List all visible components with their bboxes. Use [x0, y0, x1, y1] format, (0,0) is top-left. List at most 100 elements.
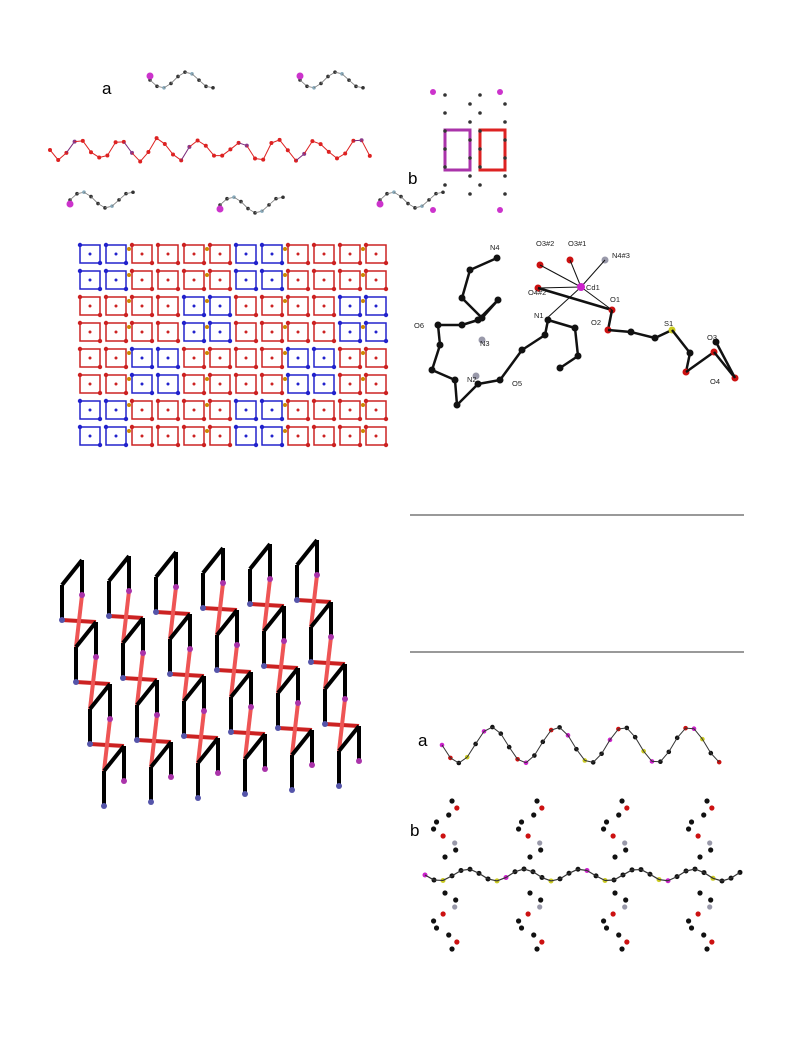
- cage: [79, 426, 101, 446]
- atom: [357, 442, 363, 448]
- atom: [253, 416, 259, 422]
- atom: [515, 918, 522, 924]
- atom: [216, 205, 224, 213]
- atom: [383, 312, 389, 318]
- bond: [135, 678, 159, 707]
- atom: [363, 320, 369, 326]
- atom: [497, 89, 503, 95]
- atom: [166, 434, 170, 438]
- atom: [77, 320, 83, 326]
- cage: [131, 296, 153, 316]
- atom: [233, 372, 239, 378]
- panel-label: a: [102, 79, 112, 98]
- atom: [296, 304, 300, 308]
- atom: [149, 364, 155, 370]
- atom: [127, 299, 131, 303]
- bond: [361, 140, 371, 157]
- atom: [468, 138, 472, 142]
- atom: [453, 847, 459, 853]
- atom: [305, 312, 311, 318]
- cage: [131, 374, 153, 394]
- atom: [600, 918, 607, 924]
- bond: [149, 740, 173, 769]
- atom: [337, 242, 343, 248]
- atom: [155, 242, 161, 248]
- bond: [431, 368, 456, 382]
- bond: [102, 744, 126, 773]
- bond: [337, 724, 361, 753]
- cage: [261, 348, 283, 368]
- atom: [97, 260, 103, 266]
- bond: [508, 746, 519, 760]
- atom: [140, 408, 144, 412]
- atom: [357, 312, 363, 318]
- atom: [493, 254, 501, 262]
- cage: [105, 296, 127, 316]
- bond: [458, 756, 468, 764]
- atom: [610, 833, 616, 839]
- bond: [154, 550, 178, 579]
- bond: [287, 150, 297, 161]
- bond: [492, 726, 502, 735]
- bond: [323, 636, 333, 690]
- atom: [201, 338, 207, 344]
- atom: [537, 904, 543, 910]
- cage: [131, 322, 153, 342]
- atom: [244, 356, 248, 360]
- atom: [331, 442, 337, 448]
- cage: [365, 426, 387, 446]
- atom: [603, 925, 610, 931]
- atom: [259, 424, 265, 430]
- atom: [296, 330, 300, 334]
- bond: [60, 558, 84, 587]
- atom: [478, 111, 482, 115]
- atom: [220, 580, 226, 586]
- atom: [452, 904, 458, 910]
- atom: [88, 382, 92, 386]
- cage: [313, 348, 335, 368]
- bond: [460, 269, 472, 299]
- cage: [209, 374, 231, 394]
- atom: [538, 847, 544, 853]
- atom: [192, 382, 196, 386]
- atom: [446, 812, 452, 818]
- bond: [196, 736, 220, 765]
- atom: [114, 304, 118, 308]
- bond: [303, 140, 313, 155]
- bond: [215, 608, 239, 637]
- atom: [361, 85, 365, 90]
- atom: [363, 372, 369, 378]
- bond: [180, 146, 190, 161]
- bond: [123, 141, 133, 154]
- atom: [361, 403, 365, 407]
- bond: [196, 710, 206, 764]
- bond: [550, 878, 561, 882]
- atom: [283, 429, 287, 433]
- atom: [283, 325, 287, 329]
- atom: [538, 897, 544, 903]
- atom: [328, 634, 334, 640]
- atom: [331, 260, 337, 266]
- bond: [290, 702, 300, 756]
- atom: [294, 597, 300, 603]
- cage: [261, 270, 283, 290]
- atom: [201, 416, 207, 422]
- atom: [200, 605, 206, 611]
- atom: [181, 320, 187, 326]
- atom: [430, 826, 437, 832]
- atom: [97, 416, 103, 422]
- bond: [456, 383, 479, 406]
- atom: [331, 416, 337, 422]
- cage: [365, 348, 387, 368]
- cage: [339, 348, 361, 368]
- atom: [207, 294, 213, 300]
- atom: [270, 252, 274, 256]
- atom: [322, 382, 326, 386]
- atom: [103, 398, 109, 404]
- atom: [361, 429, 365, 433]
- atom: [428, 366, 436, 374]
- atom: [218, 434, 222, 438]
- atom: [155, 268, 161, 274]
- atom: [207, 268, 213, 274]
- atom: [688, 925, 695, 931]
